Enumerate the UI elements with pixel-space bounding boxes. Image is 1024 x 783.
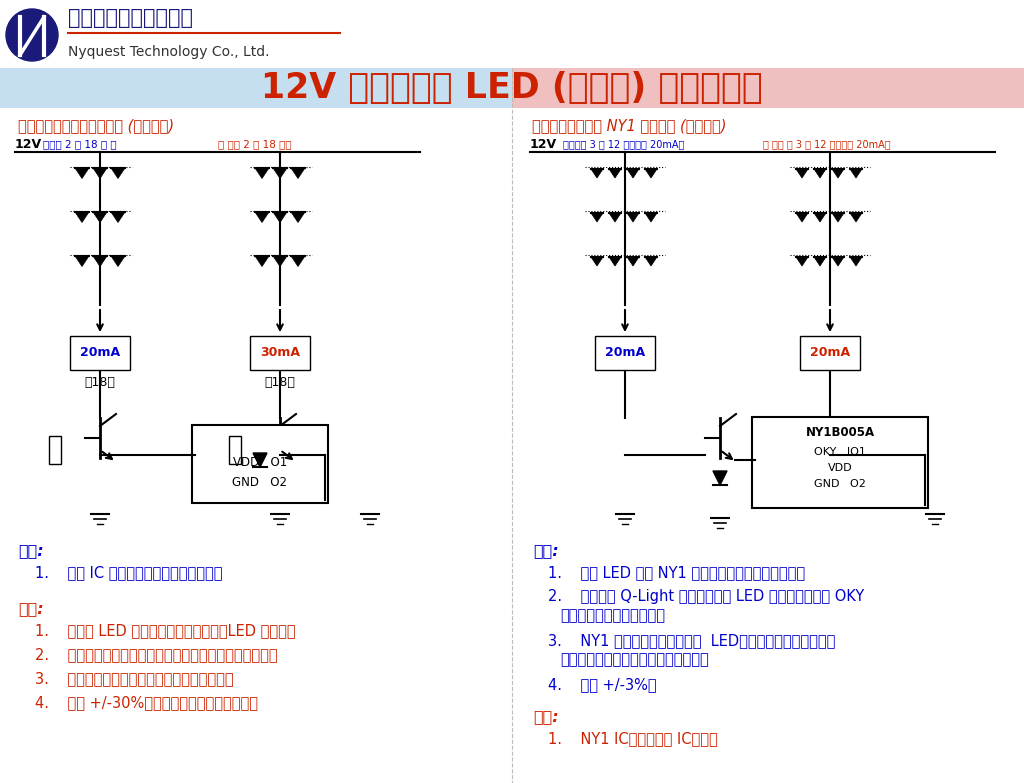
Text: 1.    閃燈 IC 和背動元件線路，線路簡單。: 1. 閃燈 IC 和背動元件線路，線路簡單。 xyxy=(35,565,222,580)
Polygon shape xyxy=(273,168,287,179)
Polygon shape xyxy=(111,168,125,179)
Polygon shape xyxy=(93,212,106,222)
Text: 共18路: 共18路 xyxy=(85,376,116,389)
Text: GND   O2: GND O2 xyxy=(814,479,866,489)
Text: 20mA: 20mA xyxy=(80,347,120,359)
Polygon shape xyxy=(796,257,808,266)
Text: 1.    電阻式 LED 驅動線路不具恆流效果，LED 易光衰。: 1. 電阻式 LED 驅動線路不具恆流效果，LED 易光衰。 xyxy=(35,623,296,638)
Text: （藍殼共 3 串 12 並，每額 20mA）: （藍殼共 3 串 12 並，每額 20mA） xyxy=(563,139,684,149)
Polygon shape xyxy=(645,169,657,178)
Text: （ 紅殼 2 串 18 並）: （ 紅殼 2 串 18 並） xyxy=(218,139,292,149)
Text: OKY   IO1: OKY IO1 xyxy=(814,447,866,457)
FancyBboxPatch shape xyxy=(752,417,928,508)
Text: VDD   O1: VDD O1 xyxy=(232,456,287,468)
Polygon shape xyxy=(645,257,657,266)
Text: 同時具有恆流效果，故用電效率較高。: 同時具有恆流效果，故用電效率較高。 xyxy=(560,652,709,667)
Polygon shape xyxy=(796,213,808,222)
Text: 缺點:: 缺點: xyxy=(534,709,559,724)
Text: 九齊科技股份有限公司: 九齊科技股份有限公司 xyxy=(68,8,193,28)
Polygon shape xyxy=(814,213,826,222)
Bar xyxy=(229,436,241,464)
Polygon shape xyxy=(253,453,267,467)
Text: 20mA: 20mA xyxy=(605,347,645,359)
Text: 3.    NY1 每通道可驅動三顆串聯  LED，減少整體電路工作電流: 3. NY1 每通道可驅動三顆串聯 LED，減少整體電路工作電流 xyxy=(548,633,836,648)
Text: 保安亭警示燈使用 NY1 驅動線路 (恆流模式): 保安亭警示燈使用 NY1 驅動線路 (恆流模式) xyxy=(532,118,726,133)
Text: （ 紅殼 共 3 串 12 並，每額 20mA）: （ 紅殼 共 3 串 12 並，每額 20mA） xyxy=(763,139,891,149)
Polygon shape xyxy=(796,169,808,178)
Bar xyxy=(512,68,1024,108)
Text: GND   O2: GND O2 xyxy=(232,475,288,489)
Polygon shape xyxy=(831,213,844,222)
Text: 2.    閃爍模式固定，較不易變換且需額外開發人力及成本。: 2. 閃爍模式固定，較不易變換且需額外開發人力及成本。 xyxy=(35,647,278,662)
Polygon shape xyxy=(627,213,639,222)
Polygon shape xyxy=(850,213,862,222)
Text: 優點:: 優點: xyxy=(534,543,559,558)
Polygon shape xyxy=(75,256,89,266)
Polygon shape xyxy=(291,168,305,179)
Polygon shape xyxy=(255,212,269,222)
Polygon shape xyxy=(591,257,603,266)
Text: 4.    頻漂 +/-30%，不同成品的閃爍時間不一。: 4. 頻漂 +/-30%，不同成品的閃爍時間不一。 xyxy=(35,695,258,710)
Polygon shape xyxy=(814,169,826,178)
Text: Nyquest Technology Co., Ltd.: Nyquest Technology Co., Ltd. xyxy=(68,45,269,59)
Text: 12V 保安亭白色 LED (紅藍殼) 警示燈應用: 12V 保安亭白色 LED (紅藍殼) 警示燈應用 xyxy=(261,71,763,105)
Polygon shape xyxy=(75,212,89,222)
Polygon shape xyxy=(850,169,862,178)
Polygon shape xyxy=(609,169,621,178)
Text: 12V: 12V xyxy=(15,138,42,151)
Polygon shape xyxy=(93,168,106,179)
Text: 1.    NY1 IC價格比閃燈 IC稍高。: 1. NY1 IC價格比閃燈 IC稍高。 xyxy=(548,731,718,746)
Text: 缺點:: 缺點: xyxy=(18,601,44,616)
Polygon shape xyxy=(627,257,639,266)
Text: （藍殼 2 串 18 並 ）: （藍殼 2 串 18 並 ） xyxy=(43,139,117,149)
Text: 優點:: 優點: xyxy=(18,543,44,558)
Polygon shape xyxy=(255,168,269,179)
Text: 20mA: 20mA xyxy=(810,347,850,359)
Bar xyxy=(0,68,512,108)
Polygon shape xyxy=(93,256,106,266)
Text: NY1B005A: NY1B005A xyxy=(806,425,874,438)
Circle shape xyxy=(6,9,58,61)
Polygon shape xyxy=(645,213,657,222)
Polygon shape xyxy=(111,256,125,266)
Polygon shape xyxy=(831,169,844,178)
Polygon shape xyxy=(627,169,639,178)
FancyBboxPatch shape xyxy=(595,336,655,370)
Polygon shape xyxy=(591,169,603,178)
Polygon shape xyxy=(609,257,621,266)
Text: 2.    搭配九齊 Q-Light 可輕易的設計 LED 的閃法，且可由 OKY: 2. 搭配九齊 Q-Light 可輕易的設計 LED 的閃法，且可由 OKY xyxy=(548,589,864,604)
FancyBboxPatch shape xyxy=(193,425,328,503)
Polygon shape xyxy=(609,213,621,222)
Polygon shape xyxy=(273,256,287,266)
FancyBboxPatch shape xyxy=(800,336,860,370)
Bar xyxy=(0,0,1024,68)
Polygon shape xyxy=(111,212,125,222)
Text: 3.    驅動方式效率較差，產生較大的電力損耗。: 3. 驅動方式效率較差，產生較大的電力損耗。 xyxy=(35,671,233,686)
Text: 鍵作不同閃爍模式的切換。: 鍵作不同閃爍模式的切換。 xyxy=(560,608,665,623)
Polygon shape xyxy=(273,212,287,222)
Text: VDD: VDD xyxy=(827,463,852,473)
Text: 12V: 12V xyxy=(530,138,557,151)
Polygon shape xyxy=(591,213,603,222)
FancyBboxPatch shape xyxy=(250,336,310,370)
FancyBboxPatch shape xyxy=(70,336,130,370)
Bar xyxy=(49,436,61,464)
Polygon shape xyxy=(814,257,826,266)
Polygon shape xyxy=(850,257,862,266)
Polygon shape xyxy=(75,168,89,179)
Polygon shape xyxy=(713,471,727,485)
Text: 共18路: 共18路 xyxy=(264,376,296,389)
Text: 30mA: 30mA xyxy=(260,347,300,359)
Text: 一般保安亭警示燈應用線路 (恆壓模式): 一般保安亭警示燈應用線路 (恆壓模式) xyxy=(18,118,174,133)
Polygon shape xyxy=(291,256,305,266)
Polygon shape xyxy=(255,256,269,266)
Polygon shape xyxy=(831,257,844,266)
Text: 4.    頻漂 +/-3%。: 4. 頻漂 +/-3%。 xyxy=(548,677,656,692)
Polygon shape xyxy=(291,212,305,222)
Text: 1.    每路 LED 都由 NY1 恆流通道驅動，產品壽命長。: 1. 每路 LED 都由 NY1 恆流通道驅動，產品壽命長。 xyxy=(548,565,805,580)
